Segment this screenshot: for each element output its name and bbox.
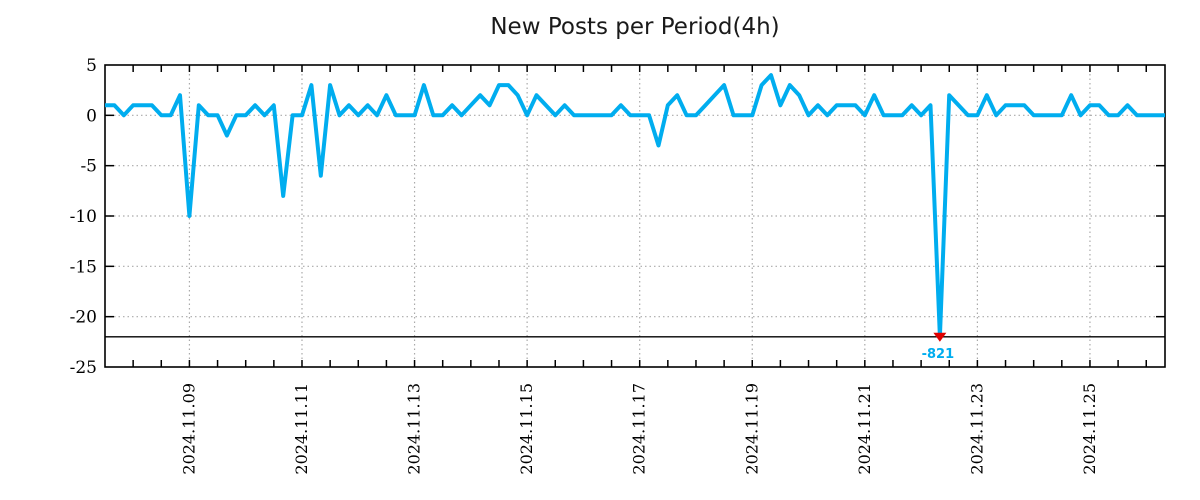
x-tick-label: 2024.11.11 <box>292 383 311 475</box>
x-tick-label: 2024.11.17 <box>630 383 649 475</box>
chart-title: New Posts per Period(4h) <box>490 14 780 40</box>
x-tick-label: 2024.11.21 <box>855 383 874 475</box>
x-tick-label: 2024.11.09 <box>179 383 198 475</box>
x-tick-label: 2024.11.19 <box>742 383 761 475</box>
y-tick-label: 5 <box>86 56 97 76</box>
y-tick-label: -5 <box>80 157 97 177</box>
y-tick-label: -25 <box>70 358 97 378</box>
plot-frame <box>104 64 1166 368</box>
x-tick-label: 2024.11.25 <box>1080 383 1099 475</box>
x-tick-label: 2024.11.13 <box>405 383 424 475</box>
clipped-value-marker-icon <box>933 332 947 342</box>
series-line <box>105 73 1165 339</box>
y-tick-label: 0 <box>86 106 97 126</box>
y-tick-label: -20 <box>70 308 97 328</box>
x-tick-label: 2024.11.23 <box>967 383 986 475</box>
y-tick-label: -15 <box>70 257 97 277</box>
y-tick-label: -10 <box>70 207 97 227</box>
annotation-label: -821 <box>922 347 955 362</box>
x-tick-label: 2024.11.15 <box>517 383 536 475</box>
